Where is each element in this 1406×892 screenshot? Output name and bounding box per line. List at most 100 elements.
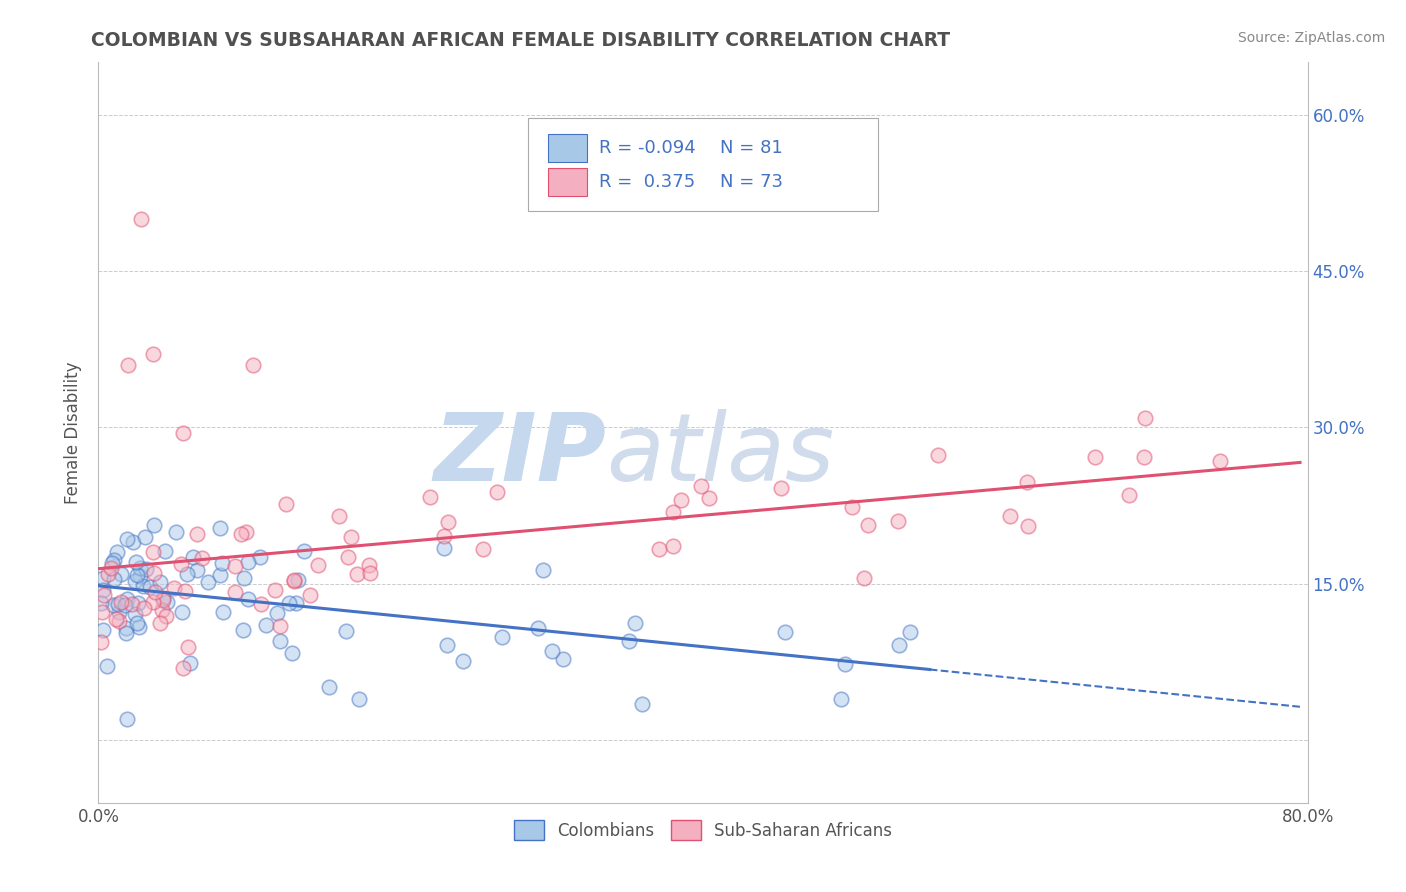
Point	[172, 425, 194, 440]
Point	[998, 509, 1021, 524]
Point	[1133, 450, 1156, 464]
Point	[887, 638, 910, 652]
Point	[834, 657, 856, 671]
Point	[770, 482, 793, 496]
Point	[619, 633, 641, 648]
Point	[155, 608, 177, 623]
Point	[340, 530, 363, 544]
Point	[115, 591, 138, 606]
Point	[90, 596, 112, 610]
Point	[124, 556, 146, 570]
Point	[318, 680, 340, 694]
Text: COLOMBIAN VS SUBSAHARAN AFRICAN FEMALE DISABILITY CORRELATION CHART: COLOMBIAN VS SUBSAHARAN AFRICAN FEMALE D…	[91, 31, 950, 50]
Point	[346, 567, 368, 582]
Point	[1118, 488, 1140, 502]
Point	[179, 656, 201, 670]
Point	[149, 574, 172, 589]
Point	[121, 598, 143, 612]
Point	[697, 491, 720, 506]
Point	[235, 525, 257, 540]
Point	[100, 561, 122, 575]
Point	[174, 583, 197, 598]
Point	[266, 607, 288, 621]
Point	[142, 347, 165, 361]
Point	[419, 491, 441, 505]
Point	[335, 624, 357, 638]
Point	[853, 571, 876, 585]
Legend: Colombians, Sub-Saharan Africans: Colombians, Sub-Saharan Africans	[508, 814, 898, 847]
Point	[97, 566, 120, 581]
Point	[125, 568, 148, 582]
Point	[124, 607, 146, 621]
Point	[347, 691, 370, 706]
Point	[186, 526, 208, 541]
Point	[433, 529, 456, 543]
Point	[176, 567, 198, 582]
Point	[841, 500, 863, 514]
FancyBboxPatch shape	[548, 169, 586, 196]
Text: atlas: atlas	[606, 409, 835, 500]
Point	[165, 524, 187, 539]
Point	[108, 605, 131, 619]
Point	[145, 584, 167, 599]
Point	[287, 573, 309, 587]
FancyBboxPatch shape	[548, 134, 586, 161]
Point	[128, 620, 150, 634]
Point	[190, 551, 212, 566]
Point	[1017, 518, 1039, 533]
Point	[132, 579, 155, 593]
Point	[232, 571, 254, 585]
Point	[269, 619, 291, 633]
Point	[132, 601, 155, 615]
Point	[551, 651, 574, 665]
Point	[91, 624, 114, 638]
Point	[328, 509, 350, 524]
Point	[177, 640, 200, 654]
Point	[124, 574, 146, 588]
Point	[139, 580, 162, 594]
Point	[299, 588, 322, 602]
Point	[669, 493, 692, 508]
Point	[110, 595, 132, 609]
Text: ZIP: ZIP	[433, 409, 606, 500]
Point	[359, 566, 381, 581]
Point	[105, 545, 128, 559]
Point	[292, 543, 315, 558]
Point	[117, 533, 139, 547]
Point	[662, 505, 685, 519]
Point	[212, 606, 235, 620]
Point	[149, 615, 172, 630]
Point	[129, 569, 152, 583]
Point	[1133, 410, 1156, 425]
Point	[359, 558, 381, 572]
Point	[163, 582, 186, 596]
Point	[242, 358, 264, 372]
Point	[856, 518, 879, 533]
Point	[114, 598, 136, 612]
Point	[197, 574, 219, 589]
Point	[249, 549, 271, 564]
Point	[887, 514, 910, 528]
Point	[208, 568, 231, 582]
Point	[236, 592, 259, 607]
Point	[283, 573, 305, 587]
Point	[1017, 475, 1039, 489]
Point	[238, 555, 260, 569]
Point	[648, 542, 671, 557]
Point	[172, 661, 194, 675]
Point	[631, 697, 654, 711]
Point	[451, 654, 474, 668]
Point	[269, 634, 291, 648]
Point	[1209, 454, 1232, 468]
Point	[232, 623, 254, 637]
Point	[129, 560, 152, 574]
Point	[276, 496, 298, 510]
Point	[211, 556, 233, 570]
Point	[491, 631, 513, 645]
FancyBboxPatch shape	[527, 118, 879, 211]
Point	[91, 571, 114, 585]
Point	[186, 563, 208, 577]
Point	[103, 553, 125, 567]
Point	[172, 605, 194, 619]
Point	[142, 595, 165, 609]
